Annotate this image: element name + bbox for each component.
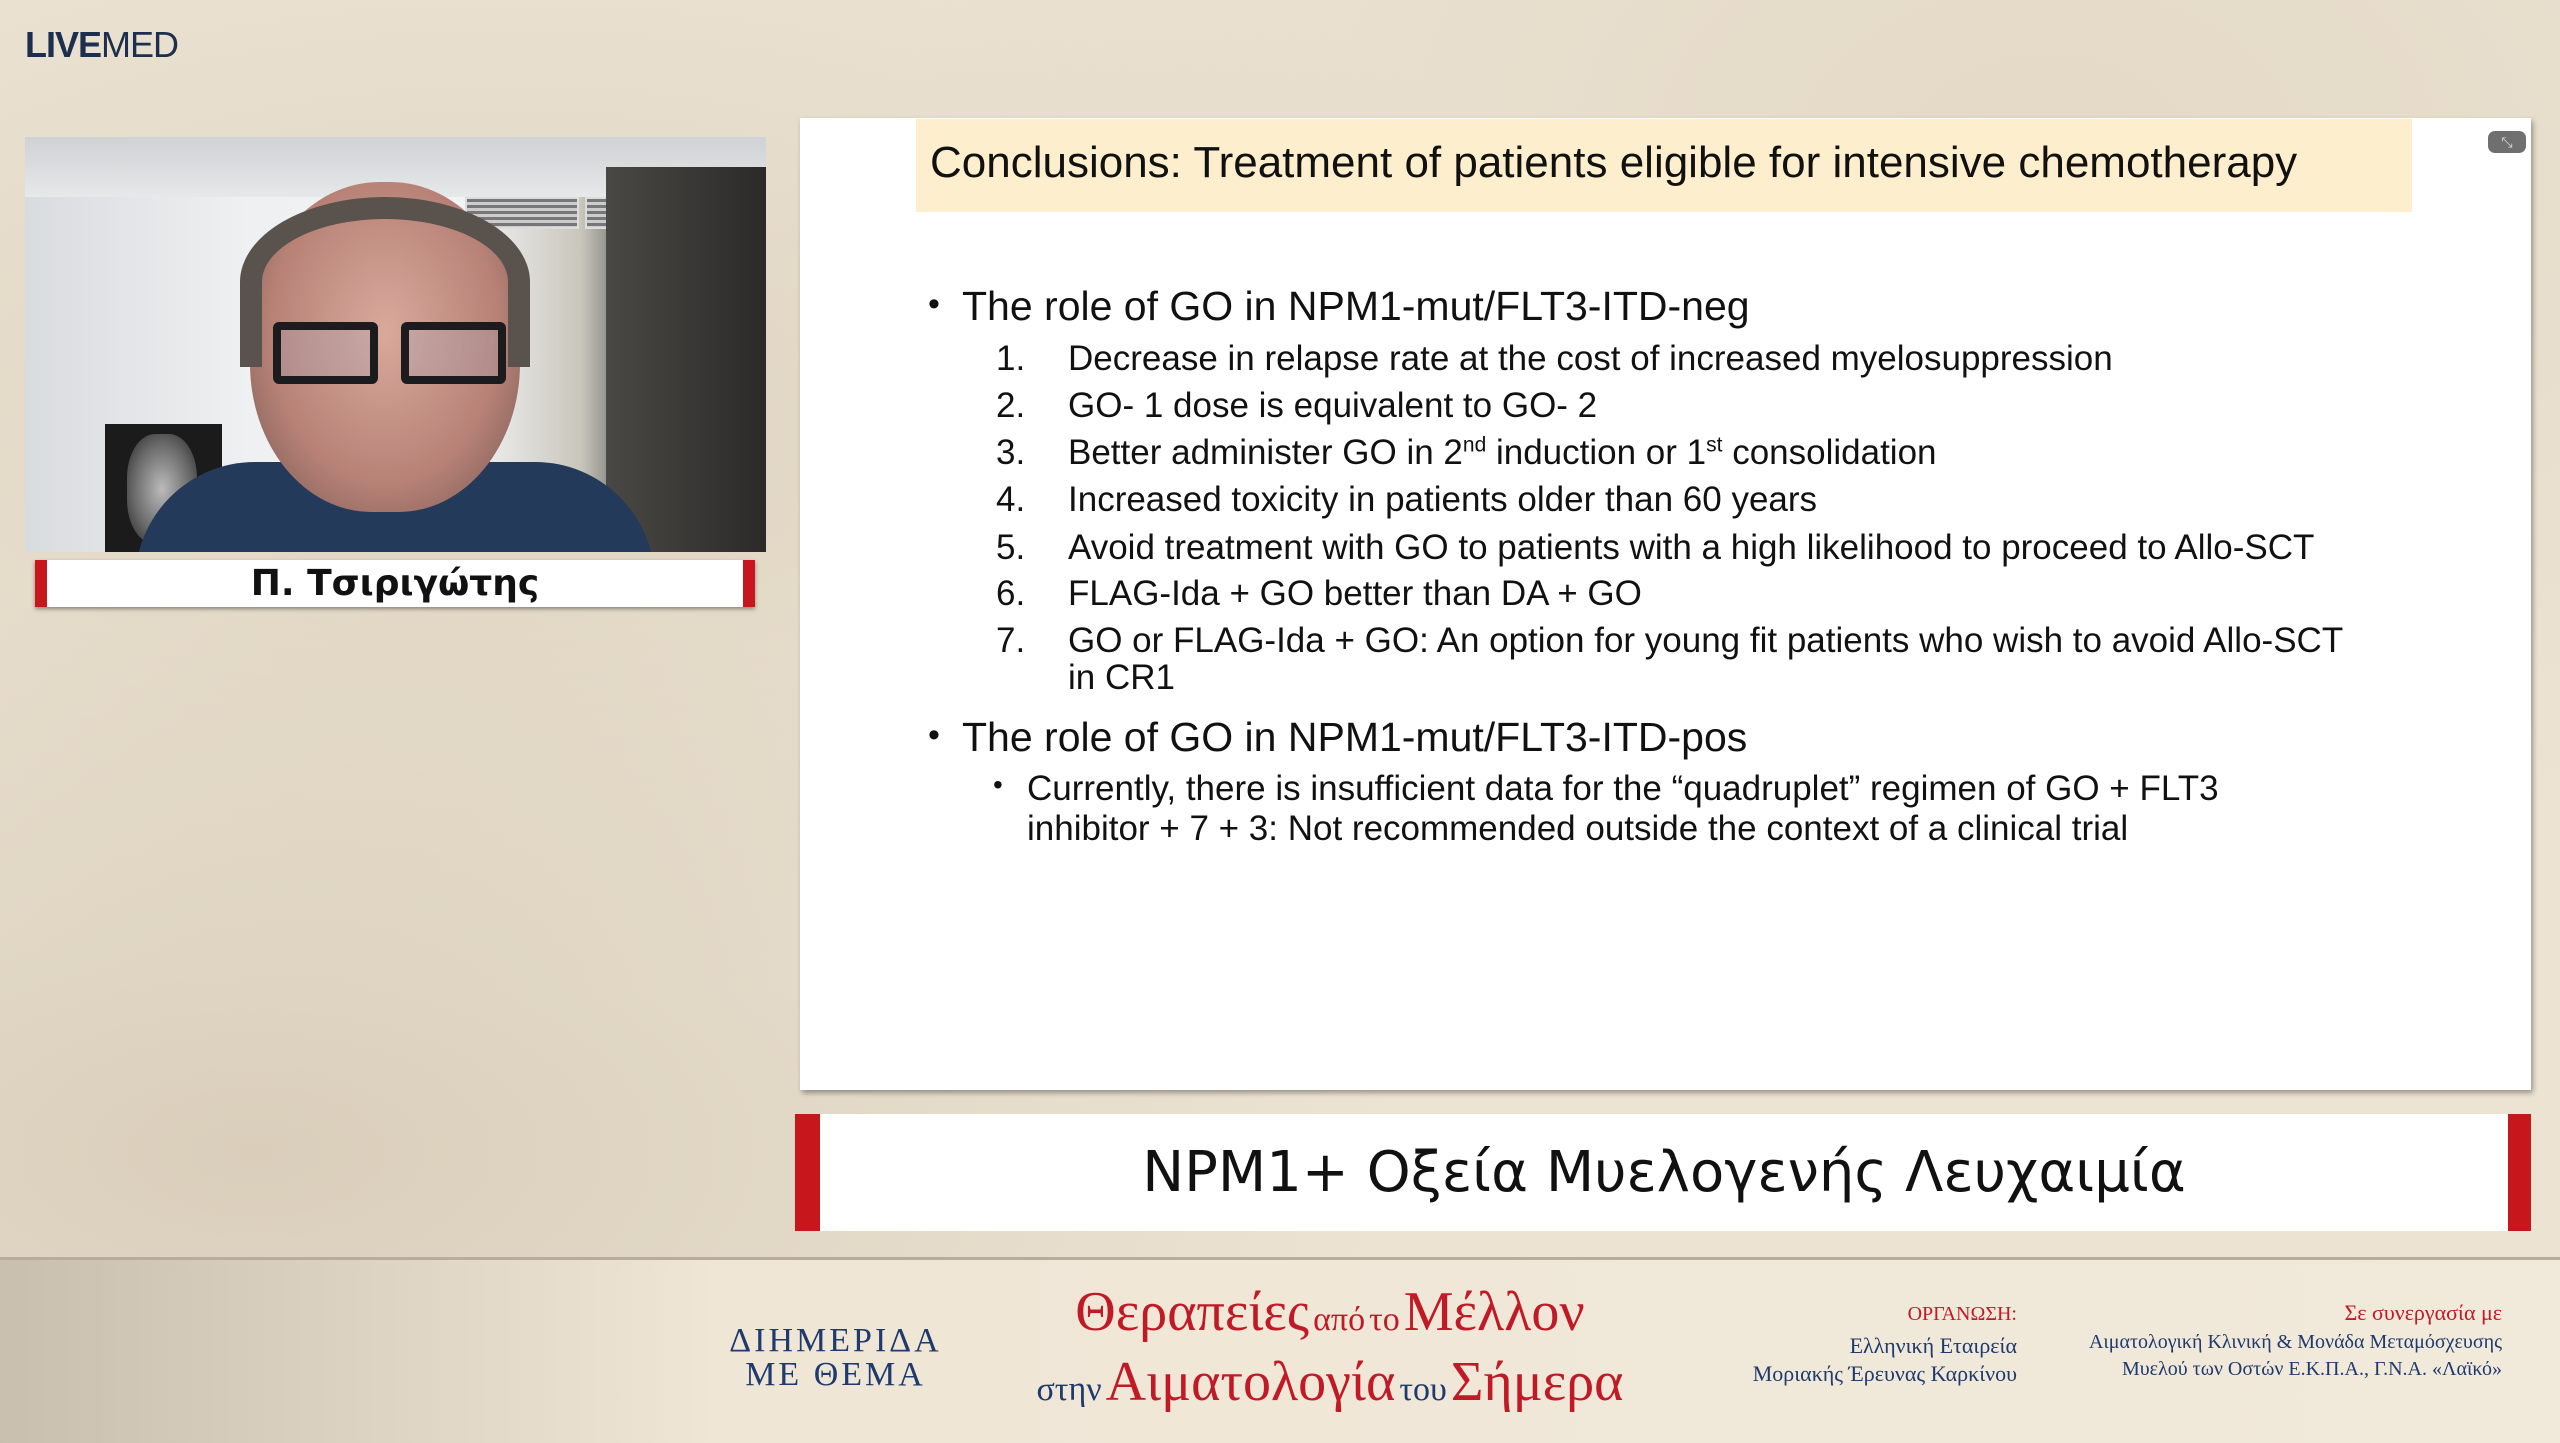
item-number: 4.	[996, 480, 1026, 519]
partner-line-1: Αιματολογική Κλινική & Μονάδα Μεταμόσχευ…	[2088, 1331, 2502, 1353]
list-item: Better administer GO in 2nd induction or…	[1068, 433, 1937, 473]
event-footer	[0, 1257, 2560, 1443]
text-part: induction or 1	[1486, 433, 1707, 472]
list-item: FLAG-Ida + GO better than DA + GO	[1068, 574, 1642, 613]
text-part: Better administer GO in 2	[1068, 433, 1463, 472]
partner-line-2: Μυελού των Οστών Ε.Κ.Π.Α., Γ.Ν.Α. «Λαϊκό…	[2122, 1358, 2502, 1380]
event-theme-line-2: στην Αιματολογία του Σήμερα	[1000, 1350, 1660, 1414]
theme-word: του	[1399, 1371, 1447, 1408]
list-item: GO or FLAG-Ida + GO: An option for young…	[1068, 621, 2344, 660]
bullet-icon: •	[928, 716, 940, 754]
item-number: 2.	[996, 386, 1026, 425]
organizer-line-2: Μοριακής Έρευνας Καρκίνου	[1752, 1361, 2017, 1386]
list-item: GO- 1 dose is equivalent to GO- 2	[1068, 386, 1598, 425]
bullet-icon: •	[928, 285, 940, 323]
partner-label: Σε συνεργασία με	[2344, 1300, 2502, 1325]
event-line-1: ΔΙΗΜΕΡΙΔΑ	[729, 1322, 942, 1359]
slide-panel	[800, 118, 2531, 1090]
theme-word: στην	[1036, 1371, 1102, 1408]
organizer-label: ΟΡΓΑΝΩΣΗ:	[1907, 1303, 2017, 1325]
theme-word: Θεραπείες	[1075, 1281, 1310, 1343]
slide-title: Conclusions: Treatment of patients eligi…	[916, 119, 2412, 212]
text-part: consolidation	[1722, 433, 1937, 472]
logo-light: MED	[101, 24, 179, 65]
list-item: Currently, there is insufficient data fo…	[1027, 769, 2219, 808]
superscript: nd	[1462, 433, 1487, 457]
section-heading: The role of GO in NPM1-mut/FLT3-ITD-pos	[962, 714, 1748, 760]
list-item: Avoid treatment with GO to patients with…	[1068, 528, 2315, 567]
logo-bold: LIVE	[25, 24, 102, 65]
theme-word: Αιματολογία	[1105, 1351, 1396, 1413]
collapse-arrows-icon[interactable]: ⤡	[2488, 131, 2526, 153]
speaker-video	[25, 137, 766, 552]
list-item-continuation: inhibitor + 7 + 3: Not recommended outsi…	[1027, 809, 2129, 848]
event-theme-line-1: Θεραπείες από το Μέλλον	[1000, 1280, 1660, 1344]
list-item: Decrease in relapse rate at the cost of …	[1068, 339, 2113, 378]
superscript: st	[1706, 433, 1723, 457]
list-item-continuation: in CR1	[1068, 658, 1175, 697]
item-number: 1.	[996, 339, 1026, 378]
list-item: Increased toxicity in patients older tha…	[1068, 480, 1818, 519]
theme-word: το	[1369, 1301, 1400, 1338]
livemed-logo: LIVEMED	[25, 24, 179, 66]
item-number: 6.	[996, 574, 1026, 613]
item-number: 7.	[996, 621, 1026, 660]
theme-word: Μέλλον	[1403, 1281, 1585, 1343]
organizer-line-1: Ελληνική Εταιρεία	[1849, 1333, 2017, 1358]
theme-word: από	[1313, 1301, 1366, 1338]
topic-banner-title: NPM1+ Οξεία Μυελογενής Λευχαιμία	[820, 1114, 2508, 1231]
event-line-2: ΜΕ ΘΕΜΑ	[745, 1356, 926, 1393]
speaker-name-bar: Π. Τσιριγώτης	[35, 560, 755, 607]
sub-bullet-icon: •	[993, 769, 1003, 800]
item-number: 3.	[996, 433, 1026, 472]
video-speaker-glasses	[273, 322, 513, 392]
theme-word: Σήμερα	[1450, 1351, 1624, 1413]
section-heading: The role of GO in NPM1-mut/FLT3-ITD-neg	[962, 283, 1750, 329]
item-number: 5.	[996, 528, 1026, 567]
video-shelf	[606, 167, 766, 552]
